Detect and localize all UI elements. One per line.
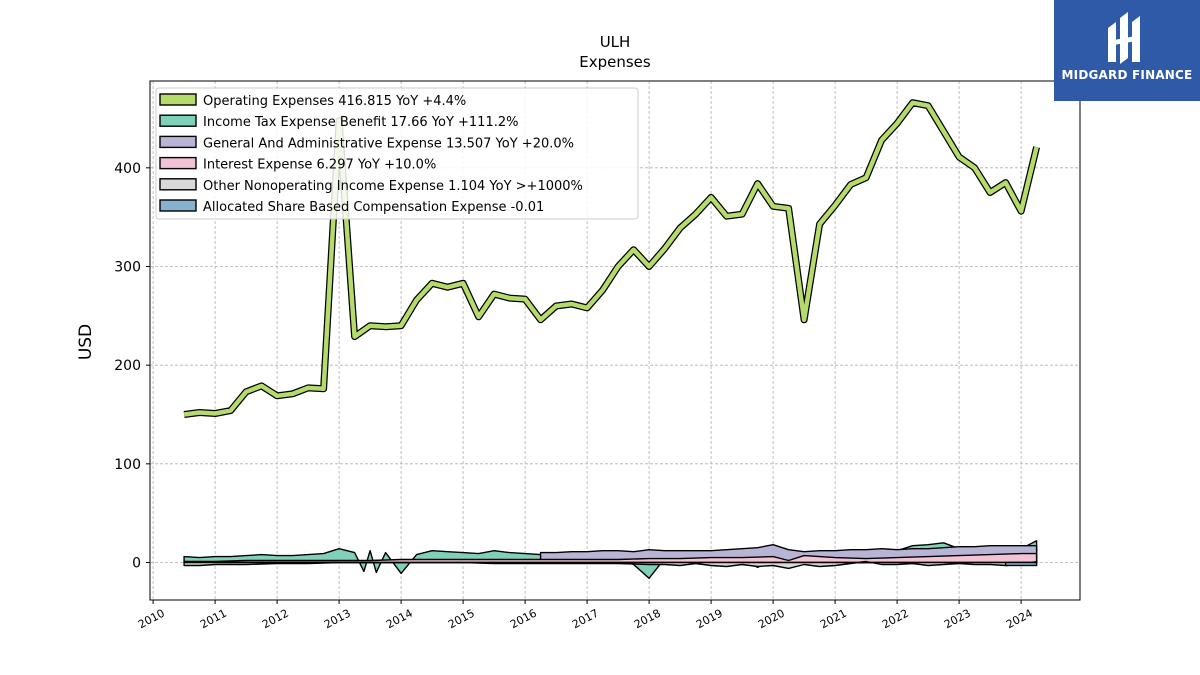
brand-mark-icon <box>1108 12 1140 64</box>
y-tick-label: 400 <box>114 161 141 177</box>
chart-subtitle: Expenses <box>579 53 651 71</box>
series-area <box>183 552 1038 564</box>
legend-swatch <box>159 114 197 127</box>
legend-swatch <box>159 199 197 212</box>
legend-swatch <box>159 135 197 149</box>
x-tick-label: 2010 <box>136 607 167 632</box>
legend-box <box>155 87 639 220</box>
x-tick-label: 2016 <box>508 607 539 632</box>
x-tick-label: 2018 <box>632 607 663 632</box>
legend-swatch <box>159 178 197 191</box>
x-tick-label: 2019 <box>694 607 725 632</box>
y-tick-label: 0 <box>132 556 141 572</box>
legend-entry-label: Allocated Share Based Compensation Expen… <box>203 200 544 215</box>
y-tick-label: 100 <box>114 457 141 473</box>
plot-frame <box>149 80 1081 601</box>
series-layer <box>183 99 1041 579</box>
brand-name: MIDGARD FINANCE <box>1061 68 1193 82</box>
x-tick-label: 2023 <box>942 607 973 632</box>
x-tick-label: 2015 <box>446 607 477 632</box>
x-tick-label: 2022 <box>880 607 911 632</box>
legend-entry-label: General And Administrative Expense 13.50… <box>203 136 574 151</box>
chart-title: ULH <box>600 33 631 51</box>
legend-swatch <box>159 156 197 170</box>
series-area <box>183 560 1038 570</box>
legend-entry-label: Other Nonoperating Income Expense 1.104 … <box>203 179 583 194</box>
legend-entry-label: Income Tax Expense Benefit 17.66 YoY +11… <box>203 115 518 130</box>
x-tick-label: 2012 <box>260 607 291 632</box>
series-area <box>1004 561 1038 567</box>
x-tick-label: 2021 <box>818 607 849 632</box>
x-tick-label: 2024 <box>1004 607 1035 632</box>
brand-logo: MIDGARD FINANCE <box>1054 0 1200 101</box>
series-other-nonoperating-income-expense <box>183 560 1038 570</box>
legend-entry-label: Operating Expenses 416.815 YoY +4.4% <box>203 94 466 109</box>
y-axis-label: USD <box>76 324 96 360</box>
y-tick-label: 200 <box>114 358 141 374</box>
legend-swatch <box>159 93 197 106</box>
y-tick-label: 300 <box>114 259 141 275</box>
x-tick-label: 2014 <box>384 607 415 632</box>
x-tick-label: 2013 <box>322 607 353 632</box>
x-tick-label: 2017 <box>570 607 601 632</box>
x-tick-label: 2020 <box>756 607 787 632</box>
legend-entry-label: Interest Expense 6.297 YoY +10.0% <box>203 158 436 173</box>
series-line <box>183 100 1039 417</box>
series-operating-expenses <box>183 99 1041 418</box>
x-tick-label: 2011 <box>198 607 229 632</box>
series-interest-expense <box>183 552 1038 564</box>
legend: Operating Expenses 416.815 YoY +4.4% Inco… <box>155 87 639 220</box>
series-allocated-share-based-compensation-expense <box>1004 561 1038 567</box>
